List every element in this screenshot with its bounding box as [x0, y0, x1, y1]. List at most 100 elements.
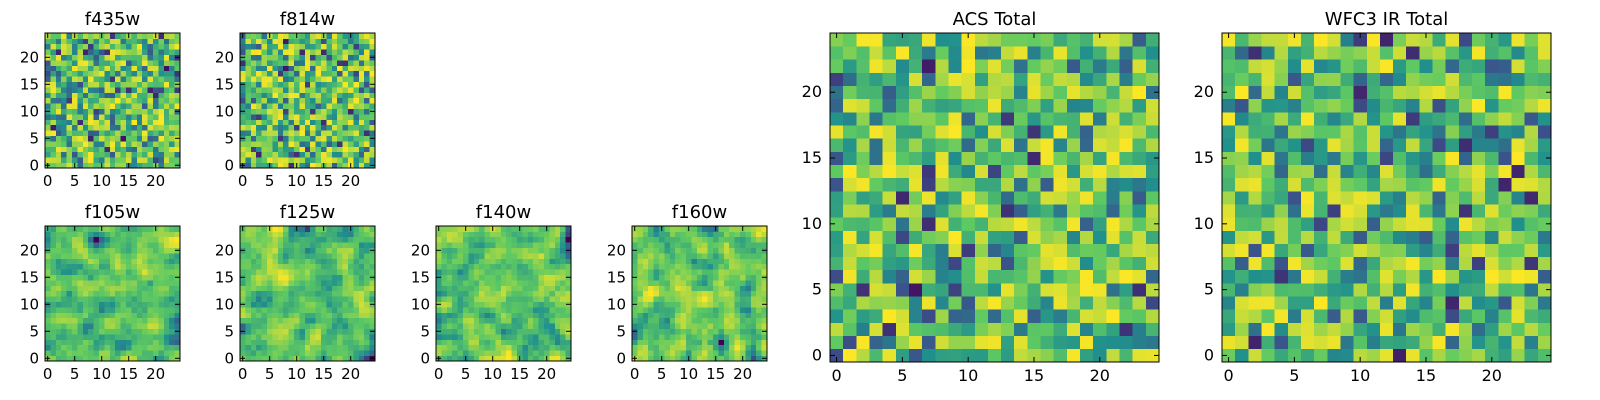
heatmap-cell	[88, 285, 94, 292]
heatmap-cell	[1027, 98, 1041, 113]
heatmap-cell	[115, 70, 121, 77]
heatmap-cell	[675, 280, 681, 286]
heatmap-cell	[337, 285, 343, 292]
heatmap-cell	[240, 43, 246, 50]
heatmap-cell	[88, 301, 94, 308]
heatmap-cell	[104, 285, 111, 292]
heatmap-cell	[120, 344, 127, 351]
heatmap-cell	[174, 231, 181, 238]
heatmap-cell	[348, 81, 354, 88]
heatmap-cell	[353, 226, 360, 232]
heatmap-cell	[734, 334, 741, 340]
heatmap-cell	[131, 54, 138, 61]
heatmap-cell	[653, 247, 660, 254]
heatmap-cell	[740, 312, 746, 319]
heatmap-cell	[288, 263, 295, 270]
heatmap-cell	[245, 247, 252, 254]
heatmap-cell	[696, 350, 703, 356]
heatmap-cell	[277, 231, 284, 238]
heatmap-cell	[637, 290, 644, 297]
heatmap-cell	[331, 76, 338, 82]
heatmap-cell	[895, 151, 910, 165]
heatmap-cell	[830, 296, 844, 310]
heatmap-cell	[527, 328, 534, 335]
heatmap-cell	[446, 290, 453, 297]
heatmap-cell	[250, 38, 257, 45]
heatmap-cell	[245, 317, 252, 324]
heatmap-cell	[163, 274, 170, 281]
heatmap-cell	[245, 33, 252, 39]
heatmap-cell	[974, 46, 989, 60]
heatmap-cell	[1261, 335, 1275, 350]
heatmap-cell	[283, 231, 289, 238]
heatmap-cell	[1119, 348, 1134, 363]
heatmap-cell	[315, 43, 322, 50]
heatmap-cell	[348, 97, 354, 104]
heatmap-cell	[882, 85, 897, 100]
heatmap-cell	[342, 124, 349, 131]
heatmap-cell	[1040, 59, 1055, 73]
heatmap-cell	[353, 97, 360, 104]
heatmap-cell	[987, 230, 1002, 244]
heatmap-cells	[1222, 33, 1552, 363]
heatmap-cell	[718, 317, 725, 324]
heatmap-cell	[304, 157, 311, 163]
heatmap-cell	[1472, 204, 1486, 218]
heatmap-cell	[948, 230, 962, 244]
heatmap-cell	[843, 59, 857, 73]
heatmap-cell	[1027, 177, 1041, 192]
heatmap-cell	[1001, 230, 1015, 244]
heatmap-cell	[935, 151, 949, 165]
heatmap-cell	[126, 108, 132, 115]
heatmap-cell	[948, 296, 962, 310]
heatmap-cell	[310, 301, 316, 308]
heatmap-cell	[153, 263, 159, 270]
heatmap-cell	[457, 236, 464, 243]
heatmap-cell	[1445, 296, 1460, 310]
heatmap-cell	[1235, 283, 1249, 297]
heatmap-cell	[632, 323, 638, 329]
heatmap-cell	[66, 231, 73, 238]
heatmap-cell	[310, 60, 316, 66]
heatmap-cell	[321, 296, 327, 302]
heatmap-cell	[1235, 256, 1249, 271]
heatmap-cell	[142, 162, 148, 169]
heatmap-cell	[72, 247, 78, 254]
heatmap-cell	[1511, 309, 1526, 323]
heatmap-cell	[45, 280, 51, 286]
heatmap-cell	[869, 177, 883, 192]
heatmap-cell	[315, 119, 322, 126]
heatmap-cell	[321, 43, 327, 50]
heatmap-cell	[1145, 59, 1160, 73]
heatmap-cell	[304, 247, 311, 254]
heatmap-cell	[495, 274, 502, 281]
heatmap-cell	[869, 46, 883, 60]
heatmap-cell	[61, 157, 67, 163]
heatmap-cell	[948, 177, 962, 192]
heatmap-cell	[642, 285, 649, 292]
heatmap-cell	[364, 151, 370, 158]
heatmap-cell	[843, 204, 857, 218]
heatmap-cell	[745, 280, 752, 286]
heatmap-cell	[358, 258, 365, 265]
heatmap-cell	[99, 301, 105, 308]
heatmap-cell	[109, 49, 116, 55]
heatmap-cell	[326, 157, 333, 163]
heatmap-cell	[522, 226, 529, 232]
heatmap-cell	[131, 339, 138, 346]
heatmap-cell	[1248, 243, 1262, 258]
heatmap-cell	[288, 301, 295, 308]
heatmap-cell	[648, 328, 654, 335]
panel-title: f435w	[85, 9, 140, 30]
heatmap-cell	[707, 344, 714, 351]
heatmap-cell	[120, 38, 127, 45]
heatmap-cell	[55, 323, 62, 329]
heatmap-cell	[500, 355, 507, 362]
heatmap-cell	[560, 236, 566, 243]
heatmap-cell	[93, 231, 100, 238]
heatmap-cell	[261, 33, 268, 39]
heatmap-cell	[315, 38, 322, 45]
heatmap-cell	[136, 317, 143, 324]
heatmap-cell	[126, 307, 132, 313]
heatmap-cell	[441, 355, 448, 362]
